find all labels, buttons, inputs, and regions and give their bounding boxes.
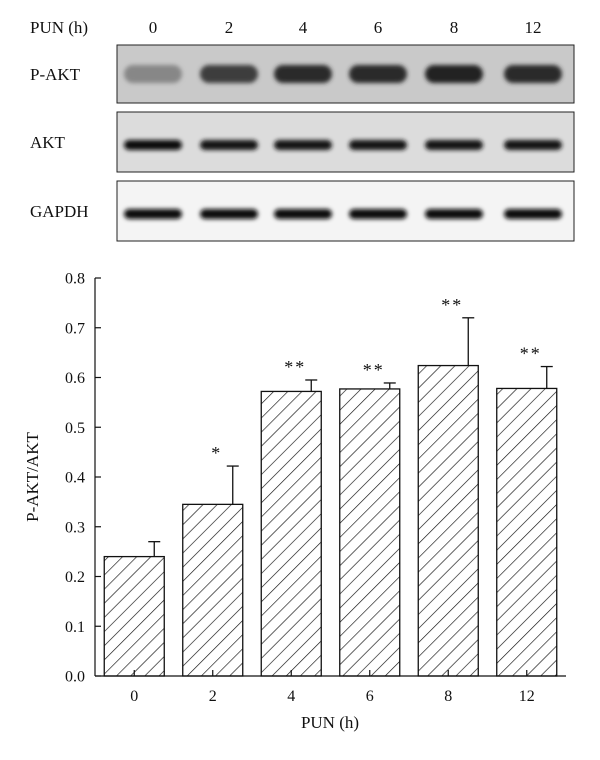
significance-marker: **: [441, 295, 463, 315]
y-tick-label: 0.0: [65, 669, 85, 686]
bar: [103, 555, 165, 677]
significance-marker: **: [363, 360, 385, 380]
x-axis-label: PUN (h): [301, 713, 359, 732]
x-tick-label: 4: [287, 688, 295, 705]
blot-row-p-akt: P-AKT: [30, 44, 575, 104]
blot-band: [274, 209, 332, 219]
blot-header-label: PUN (h): [30, 18, 88, 37]
x-tick-label: 12: [519, 688, 535, 705]
lane-labels: 0 2 4 6 8 12: [149, 18, 542, 37]
blot-band: [349, 209, 407, 219]
y-tick-label: 0.5: [65, 420, 85, 437]
bar-group: [103, 541, 165, 677]
lane-label: 0: [149, 18, 158, 37]
lane-label: 4: [299, 18, 308, 37]
lane-label: 6: [374, 18, 383, 37]
bar: [339, 388, 401, 677]
blot-frame: [116, 111, 575, 173]
significance-marker: *: [211, 443, 222, 463]
blot-row-label: AKT: [30, 133, 66, 152]
bar: [417, 364, 479, 677]
x-tick-label: 2: [209, 688, 217, 705]
bar: [182, 503, 244, 677]
x-tick-label: 8: [444, 688, 452, 705]
bar: [496, 387, 558, 677]
blot-band: [274, 140, 332, 150]
blot-row-label: GAPDH: [30, 202, 89, 221]
blot-band: [274, 65, 332, 83]
blot-frame: [116, 180, 575, 242]
lane-label: 2: [225, 18, 234, 37]
bars: *** ******: [103, 295, 558, 677]
blot-band: [124, 65, 182, 83]
blot-band: [504, 209, 562, 219]
blot-row-akt: AKT: [30, 111, 575, 173]
y-axis-ticks: 0.0 0.1 0.2 0.3 0.4 0.5 0.6 0.7 0.8: [65, 271, 101, 686]
x-tick-label: 6: [366, 688, 374, 705]
y-tick-label: 0.8: [65, 271, 85, 288]
blot-frame: [116, 44, 575, 104]
y-tick-label: 0.1: [65, 619, 85, 636]
significance-marker: **: [284, 357, 306, 377]
blot-band: [124, 209, 182, 219]
lane-label: 12: [525, 18, 542, 37]
bar: [260, 390, 322, 677]
blot-row-gapdh: GAPDH: [30, 180, 575, 242]
x-axis-ticks: 0 2 4 6 8 12: [130, 670, 535, 705]
blot-band: [124, 140, 182, 150]
y-axis-label: P-AKT/AKT: [23, 432, 42, 522]
bar-group: **: [260, 357, 322, 677]
y-tick-label: 0.4: [65, 470, 85, 487]
blot-band: [504, 65, 562, 83]
bar-group: **: [339, 360, 401, 677]
blot-band: [504, 140, 562, 150]
blot-row-label: P-AKT: [30, 65, 81, 84]
blot-band: [349, 65, 407, 83]
y-tick-label: 0.2: [65, 569, 85, 586]
blot-band: [200, 140, 258, 150]
y-tick-label: 0.7: [65, 320, 85, 337]
x-tick-label: 0: [130, 688, 138, 705]
bar-group: **: [496, 344, 558, 677]
blot-band: [425, 140, 483, 150]
lane-label: 8: [450, 18, 459, 37]
western-blot-panel: PUN (h) 0 2 4 6 8 12 P-AKT AKT GAPDH: [30, 18, 575, 242]
blot-band: [200, 209, 258, 219]
significance-marker: **: [520, 344, 542, 364]
y-tick-label: 0.3: [65, 519, 85, 536]
blot-band: [425, 65, 483, 83]
blot-band: [200, 65, 258, 83]
bar-group: *: [182, 443, 244, 677]
blot-band: [425, 209, 483, 219]
blot-band: [349, 140, 407, 150]
y-tick-label: 0.6: [65, 370, 85, 387]
bar-group: **: [417, 295, 479, 677]
blot-rows: P-AKT AKT GAPDH: [30, 44, 575, 242]
